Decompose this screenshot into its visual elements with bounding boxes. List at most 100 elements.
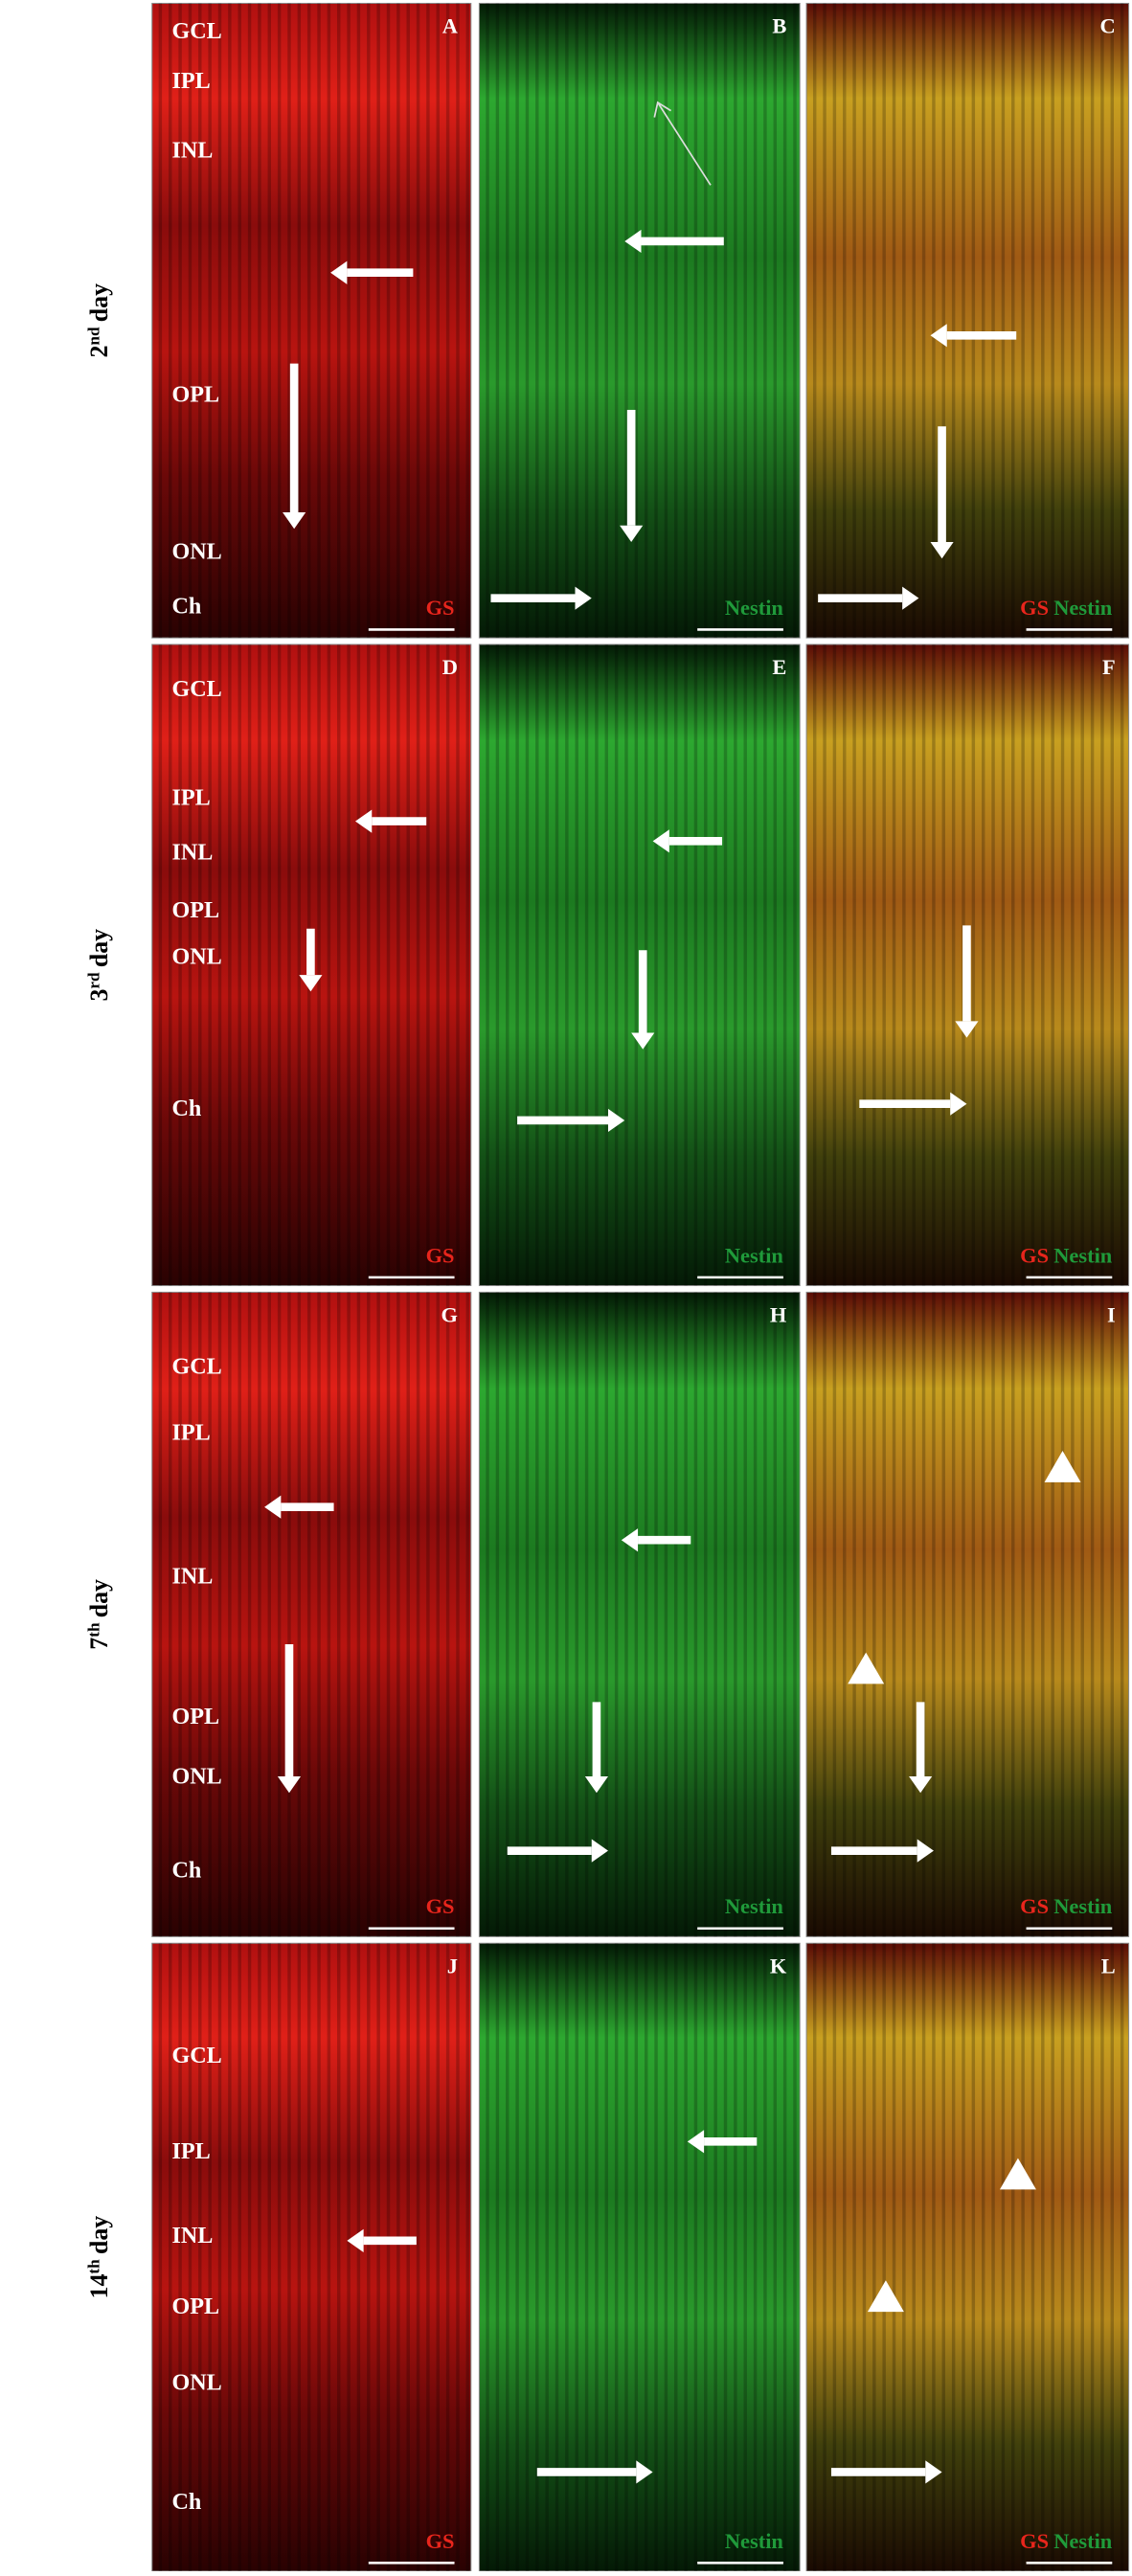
thin-arrow-head: [653, 101, 672, 118]
layer-label: INL: [171, 1563, 213, 1589]
arrowhead-marker: [999, 2158, 1036, 2190]
layer-label: Ch: [171, 594, 201, 620]
day-unit: day: [85, 929, 113, 967]
panel-letter: F: [1102, 655, 1116, 679]
day-unit: day: [85, 2216, 113, 2254]
layer-label: OPL: [171, 897, 219, 923]
layer-label: IPL: [171, 785, 210, 811]
stain-label: GS Nestin: [1020, 596, 1113, 620]
texture: [806, 3, 1129, 639]
stain-label: GS Nestin: [1020, 2529, 1113, 2553]
panel-letter: L: [1101, 1954, 1116, 1977]
row-label: 14th day: [85, 2216, 114, 2299]
stain-name: GS: [426, 1894, 455, 1918]
layer-label: ONL: [171, 943, 221, 969]
arrow-head: [354, 809, 373, 833]
stain-name: Nestin: [725, 1243, 784, 1267]
panel-letter: D: [442, 655, 458, 679]
arrow-head: [584, 1775, 609, 1794]
arrow-head: [347, 2228, 364, 2252]
panel-letter: E: [772, 655, 786, 679]
panel-letter: I: [1107, 1302, 1116, 1326]
stain-name: Nestin: [1053, 1243, 1113, 1267]
stain-label: Nestin: [725, 2529, 784, 2553]
panel-letter: K: [770, 1954, 787, 1977]
layer-label: GCL: [171, 676, 221, 702]
day-unit: day: [85, 283, 113, 322]
stain-label: Nestin: [725, 1243, 784, 1267]
row-label: 3rd day: [85, 929, 114, 1002]
panel-letter: B: [772, 14, 786, 38]
stain-label: GS: [426, 1243, 455, 1267]
arrow-head: [652, 829, 669, 853]
row-label: 2nd day: [85, 283, 114, 358]
day-number: 14: [85, 2274, 113, 2299]
stain-name: Nestin: [1053, 596, 1113, 620]
stain-name: Nestin: [725, 2529, 784, 2553]
texture: [479, 1292, 801, 1937]
day-unit: day: [85, 1579, 113, 1617]
layer-label: IPL: [171, 68, 210, 94]
day-suffix: nd: [85, 327, 103, 346]
stain-name: GS: [426, 596, 455, 620]
panel-letter: A: [442, 14, 459, 38]
arrowhead-marker: [848, 1652, 885, 1684]
panel-letter: H: [770, 1302, 787, 1326]
layer-label: IPL: [171, 2138, 210, 2164]
day-suffix: rd: [85, 972, 103, 989]
stain-name: GS: [426, 2529, 455, 2553]
thin-arrow: [657, 102, 712, 186]
texture: [151, 1943, 471, 2571]
stain-label: Nestin: [725, 596, 784, 620]
arrow-head: [264, 1495, 282, 1519]
layer-label: Ch: [171, 1858, 201, 1884]
stain-name: Nestin: [725, 1894, 784, 1918]
stain-name: GS: [1020, 2529, 1049, 2553]
arrow-head: [631, 1032, 655, 1050]
arrow-head: [687, 2130, 705, 2154]
stain-label: GS Nestin: [1020, 1243, 1113, 1267]
arrow-head: [608, 1108, 625, 1133]
panel-letter: C: [1100, 14, 1116, 38]
stain-label: GS Nestin: [1020, 1894, 1113, 1918]
texture: [479, 3, 801, 639]
arrow-head: [624, 229, 642, 254]
arrow-head: [620, 525, 644, 543]
layer-label: Ch: [171, 1096, 201, 1121]
stain-name: GS: [426, 1243, 455, 1267]
stain-name: Nestin: [1053, 2529, 1113, 2553]
arrow-head: [909, 1775, 933, 1794]
stain-label: GS: [426, 596, 455, 620]
arrow-head: [575, 586, 592, 610]
layer-label: OPL: [171, 382, 219, 408]
day-number: 3: [85, 989, 113, 1002]
texture: [151, 3, 471, 639]
arrow-head: [955, 1021, 979, 1038]
layer-label: GCL: [171, 2043, 221, 2068]
arrow-head: [902, 586, 919, 610]
panel-letter: J: [447, 1954, 458, 1977]
arrow-head: [930, 542, 954, 559]
layer-label: ONL: [171, 539, 221, 565]
layer-label: OPL: [171, 2294, 219, 2319]
arrow-head: [330, 260, 348, 284]
layer-label: Ch: [171, 2489, 201, 2515]
stain-label: Nestin: [725, 1894, 784, 1918]
arrowhead-marker: [867, 2280, 904, 2313]
arrow-head: [591, 1839, 609, 1863]
stain-label: GS: [426, 2529, 455, 2553]
arrow-head: [283, 511, 306, 530]
layer-label: INL: [171, 840, 213, 866]
arrow-head: [950, 1092, 967, 1116]
texture: [151, 1292, 471, 1937]
layer-label: OPL: [171, 1704, 219, 1729]
stain-name: GS: [1020, 596, 1049, 620]
arrow-head: [636, 2460, 653, 2484]
arrow-head: [917, 1839, 934, 1863]
panel-letter: G: [441, 1302, 458, 1326]
layer-label: ONL: [171, 2370, 221, 2396]
arrow-head: [621, 1528, 639, 1552]
stain-name: Nestin: [725, 596, 784, 620]
layer-label: ONL: [171, 1763, 221, 1789]
